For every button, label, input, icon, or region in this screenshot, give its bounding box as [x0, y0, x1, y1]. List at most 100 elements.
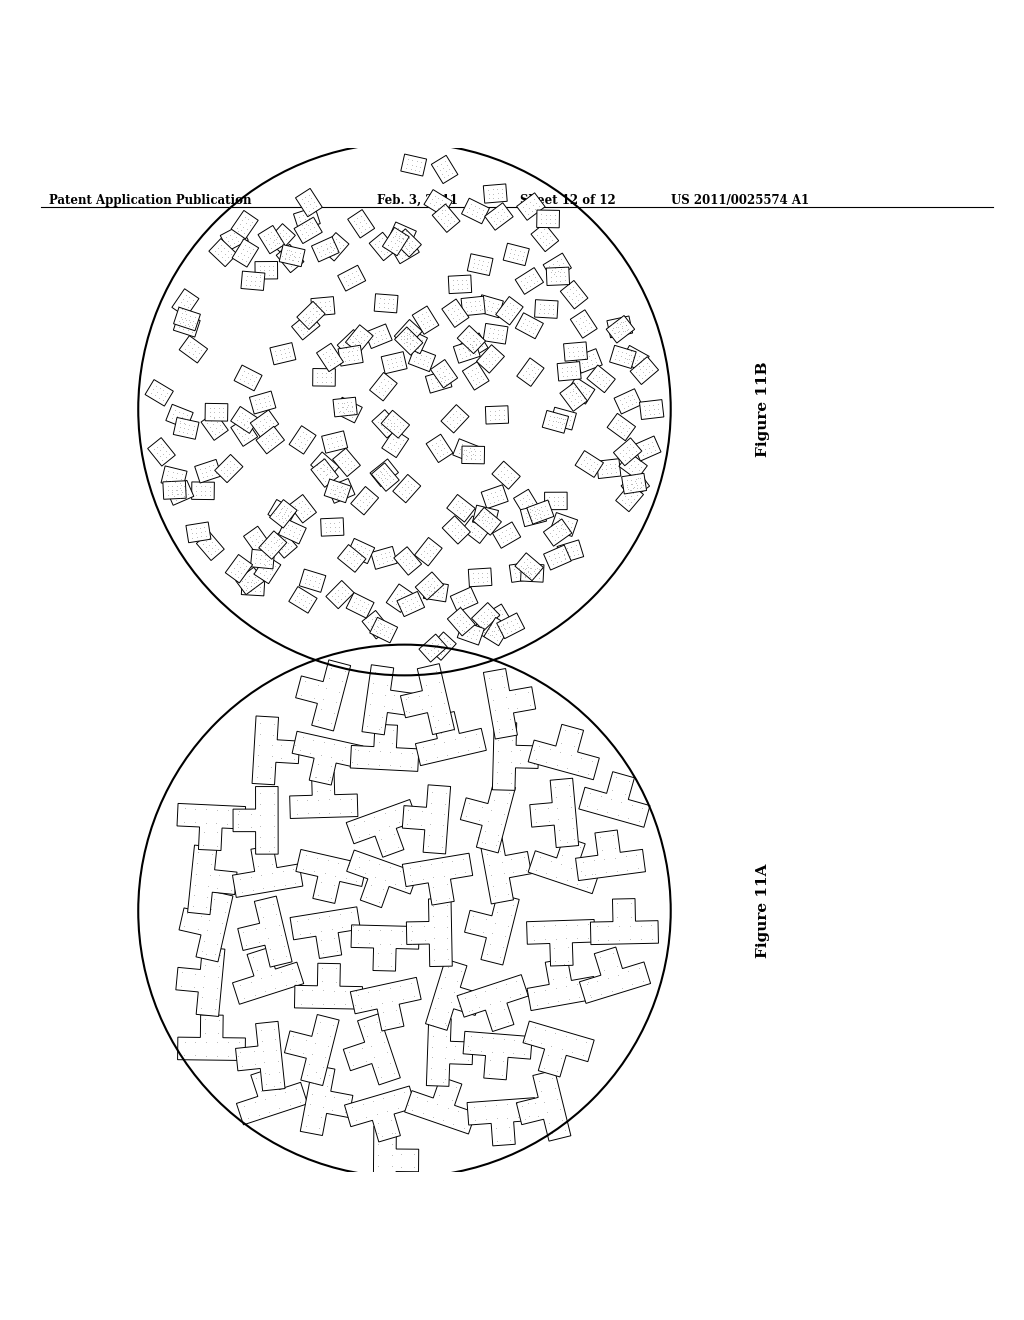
Polygon shape: [526, 500, 554, 524]
Polygon shape: [606, 315, 635, 343]
Polygon shape: [269, 529, 297, 558]
Polygon shape: [294, 207, 321, 231]
Polygon shape: [244, 527, 270, 554]
Polygon shape: [338, 545, 366, 573]
Polygon shape: [241, 271, 265, 290]
Polygon shape: [279, 519, 306, 544]
Polygon shape: [232, 845, 303, 898]
Polygon shape: [483, 668, 536, 739]
Polygon shape: [370, 232, 397, 261]
Polygon shape: [351, 925, 419, 972]
Polygon shape: [337, 330, 366, 358]
Polygon shape: [463, 1031, 532, 1080]
Polygon shape: [371, 546, 397, 569]
Polygon shape: [348, 210, 375, 238]
Polygon shape: [580, 946, 650, 1003]
Polygon shape: [270, 343, 296, 364]
Polygon shape: [426, 434, 453, 462]
Polygon shape: [615, 483, 643, 512]
Polygon shape: [166, 480, 194, 506]
Polygon shape: [457, 974, 528, 1031]
Polygon shape: [515, 313, 544, 339]
Polygon shape: [515, 553, 544, 581]
Polygon shape: [230, 407, 259, 433]
Polygon shape: [520, 504, 547, 527]
Polygon shape: [343, 1014, 400, 1085]
Polygon shape: [370, 459, 398, 487]
Polygon shape: [622, 474, 646, 494]
Polygon shape: [543, 253, 571, 280]
Polygon shape: [514, 490, 540, 517]
Text: Patent Application Publication: Patent Application Publication: [49, 194, 252, 207]
Polygon shape: [394, 319, 422, 348]
Polygon shape: [467, 1098, 537, 1146]
Polygon shape: [441, 300, 469, 327]
Polygon shape: [613, 438, 642, 466]
Polygon shape: [496, 297, 523, 325]
Polygon shape: [639, 400, 664, 420]
Polygon shape: [361, 665, 413, 735]
Polygon shape: [430, 359, 458, 388]
Polygon shape: [179, 335, 208, 363]
Polygon shape: [477, 294, 504, 318]
Polygon shape: [201, 412, 228, 441]
Polygon shape: [391, 238, 419, 264]
Polygon shape: [431, 156, 458, 183]
Polygon shape: [621, 346, 649, 371]
Polygon shape: [250, 411, 279, 437]
Polygon shape: [467, 253, 493, 276]
Polygon shape: [416, 572, 443, 601]
Polygon shape: [591, 899, 658, 945]
Polygon shape: [294, 218, 323, 244]
Polygon shape: [374, 1126, 419, 1195]
Polygon shape: [296, 660, 350, 731]
Polygon shape: [471, 602, 500, 631]
Polygon shape: [560, 383, 588, 412]
Polygon shape: [634, 436, 662, 461]
Polygon shape: [290, 772, 357, 818]
Polygon shape: [407, 899, 453, 966]
Polygon shape: [458, 326, 485, 354]
Polygon shape: [209, 239, 238, 267]
Polygon shape: [238, 896, 292, 968]
Polygon shape: [483, 323, 508, 345]
Polygon shape: [231, 210, 258, 239]
Polygon shape: [285, 1015, 339, 1085]
Polygon shape: [220, 224, 248, 251]
Polygon shape: [551, 512, 578, 536]
Polygon shape: [575, 830, 645, 880]
Polygon shape: [382, 429, 409, 458]
Text: Figure 11B: Figure 11B: [756, 362, 770, 457]
Polygon shape: [338, 265, 366, 292]
Polygon shape: [400, 154, 427, 176]
Polygon shape: [460, 333, 488, 359]
Polygon shape: [347, 850, 418, 908]
Polygon shape: [289, 586, 317, 614]
Polygon shape: [325, 479, 351, 503]
Polygon shape: [442, 516, 470, 544]
Polygon shape: [463, 362, 489, 391]
Polygon shape: [526, 920, 595, 966]
Polygon shape: [449, 275, 472, 293]
Polygon shape: [322, 232, 349, 261]
Polygon shape: [205, 404, 227, 421]
Polygon shape: [509, 562, 535, 582]
Polygon shape: [312, 368, 336, 387]
Polygon shape: [289, 495, 316, 523]
Polygon shape: [402, 853, 473, 906]
Polygon shape: [622, 473, 649, 500]
Polygon shape: [276, 244, 304, 273]
Polygon shape: [483, 618, 510, 645]
Polygon shape: [497, 612, 524, 639]
Polygon shape: [528, 837, 599, 894]
Polygon shape: [447, 607, 475, 636]
Polygon shape: [609, 346, 636, 368]
Polygon shape: [195, 459, 221, 483]
Polygon shape: [187, 845, 237, 915]
Polygon shape: [517, 358, 544, 387]
Polygon shape: [399, 329, 427, 354]
Polygon shape: [543, 411, 568, 433]
Polygon shape: [461, 781, 515, 853]
Polygon shape: [520, 564, 544, 582]
Polygon shape: [333, 449, 360, 477]
